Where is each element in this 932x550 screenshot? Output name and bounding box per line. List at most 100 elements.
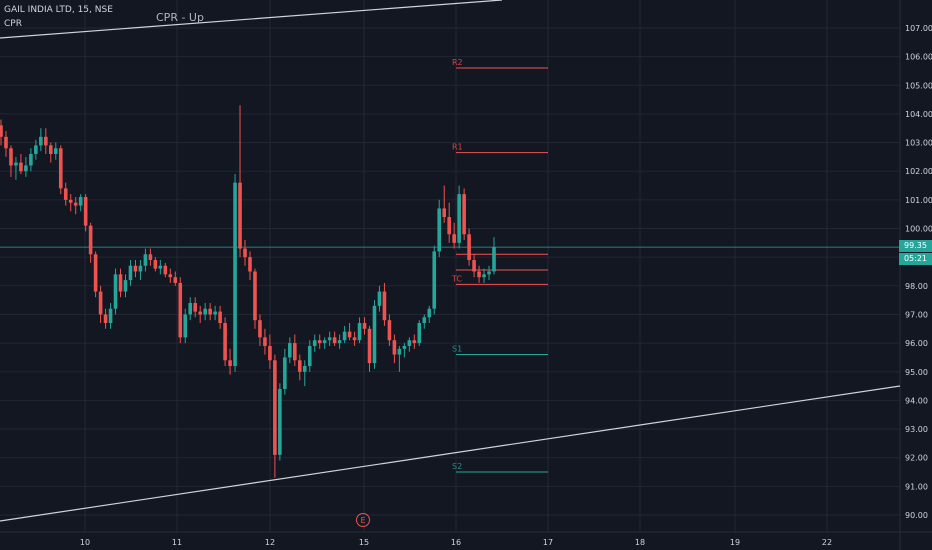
candle-body <box>44 136 48 146</box>
candle-body <box>322 340 327 344</box>
candle-body <box>39 136 43 146</box>
y-tick-label: 100.00 <box>905 225 932 234</box>
candle-body <box>58 148 63 189</box>
candle-body <box>198 311 202 315</box>
candle-body <box>193 302 198 312</box>
candle-body <box>327 337 332 341</box>
candle-body <box>432 251 437 309</box>
candle-body <box>208 308 212 315</box>
candle-body <box>492 247 496 272</box>
candle-body <box>98 291 103 315</box>
y-tick-label: 105.00 <box>905 81 932 90</box>
candle-body <box>68 199 73 203</box>
candle-body <box>4 136 8 149</box>
candle-body <box>427 308 432 318</box>
candle-body <box>253 271 257 321</box>
candle-body <box>168 274 173 278</box>
candle-body <box>183 314 188 338</box>
candle-body <box>412 340 417 344</box>
candle-body <box>347 331 352 338</box>
candle-body <box>24 165 28 172</box>
indicator-title[interactable]: CPR <box>4 19 22 29</box>
candle-body <box>442 208 447 218</box>
y-tick-label: 107.00 <box>905 24 932 33</box>
candle-body <box>88 225 93 255</box>
y-tick-label: 90.00 <box>905 511 928 520</box>
candle-body <box>143 254 148 266</box>
candle-body <box>173 277 178 283</box>
x-tick-label: 10 <box>80 538 90 547</box>
candle-body <box>337 340 342 344</box>
candle-body <box>268 345 272 361</box>
candle-body <box>302 366 307 372</box>
candle-body <box>233 182 237 367</box>
cpr-level-label: S2 <box>452 462 462 471</box>
candle-body <box>223 323 227 361</box>
cpr-level-label: TC <box>451 274 462 283</box>
candle-body <box>148 254 153 261</box>
candle-body <box>372 305 377 364</box>
candle-body <box>417 323 422 344</box>
candle-body <box>34 145 38 155</box>
candle-body <box>397 348 402 355</box>
candle-body <box>29 154 33 166</box>
candle-body <box>138 265 143 272</box>
candle-body <box>447 217 451 235</box>
candle-body <box>113 274 118 309</box>
y-tick-label: 96.00 <box>905 339 928 348</box>
y-tick-label: 101.00 <box>905 196 932 205</box>
candle-body <box>9 148 13 166</box>
candle-body <box>123 280 128 292</box>
y-tick-label: 102.00 <box>905 167 932 176</box>
candle-body <box>283 357 287 389</box>
candle-body <box>357 323 362 341</box>
cpr-level-label: R2 <box>452 58 463 67</box>
candle-body <box>238 182 242 249</box>
candle-body <box>437 208 442 252</box>
candle-body <box>462 194 466 235</box>
y-tick-label: 91.00 <box>905 482 928 491</box>
last-price-badge: 99.35 <box>899 240 932 252</box>
candle-body <box>387 320 392 341</box>
candle-body <box>382 291 387 321</box>
candle-body <box>153 260 158 269</box>
candle-body <box>377 291 382 306</box>
candle-body <box>83 196 88 226</box>
y-tick-label: 104.00 <box>905 110 932 119</box>
candle-body <box>218 311 222 324</box>
candle-body <box>128 265 133 281</box>
candle-body <box>452 234 456 243</box>
x-tick-label: 16 <box>451 538 461 547</box>
candle-body <box>307 345 312 367</box>
candle-body <box>278 388 282 455</box>
candle-body <box>63 188 68 200</box>
x-tick-label: 22 <box>822 538 832 547</box>
candle-body <box>103 314 108 324</box>
cpr-level-label: S1 <box>452 345 462 354</box>
candle-body <box>178 282 183 338</box>
y-tick-label: 106.00 <box>905 53 932 62</box>
y-tick-label: 95.00 <box>905 368 928 377</box>
earnings-marker[interactable]: E <box>356 513 370 527</box>
candle-body <box>342 331 347 341</box>
y-tick-label: 97.00 <box>905 310 928 319</box>
candle-body <box>188 302 193 315</box>
y-tick-label: 92.00 <box>905 454 928 463</box>
x-tick-label: 17 <box>543 538 553 547</box>
candle-body <box>477 271 481 278</box>
candle-body <box>293 343 297 361</box>
candle-body <box>352 337 357 341</box>
candle-body <box>243 248 247 258</box>
symbol-title[interactable]: GAIL INDIA LTD, 15, NSE <box>4 5 113 15</box>
y-tick-label: 94.00 <box>905 396 928 405</box>
candle-body <box>213 311 217 315</box>
candle-body <box>14 162 18 166</box>
candle-body <box>48 145 53 155</box>
x-tick-label: 15 <box>359 538 369 547</box>
candle-body <box>273 360 277 455</box>
y-tick-label: 93.00 <box>905 425 928 434</box>
candle-body <box>108 308 113 324</box>
trendline-upper <box>0 0 503 39</box>
